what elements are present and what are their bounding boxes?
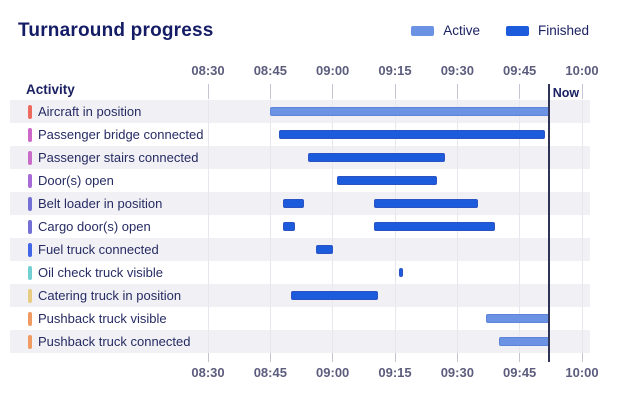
activity-row xyxy=(10,146,590,169)
axis-tick-label-top: 09:00 xyxy=(316,63,350,78)
axis-tick-top xyxy=(519,84,521,99)
activity-marker xyxy=(28,334,32,349)
axis-tick-label-top: 10:00 xyxy=(565,63,599,78)
activity-marker xyxy=(28,311,32,326)
gantt-bar[interactable] xyxy=(399,268,404,277)
activity-label: Passenger stairs connected xyxy=(38,150,199,165)
gantt-bar[interactable] xyxy=(336,176,437,185)
legend-item-finished[interactable]: Finished xyxy=(505,23,589,38)
gantt-bar[interactable] xyxy=(486,314,549,323)
axis-tick-label-bottom: 08:30 xyxy=(191,365,225,380)
gantt-bar[interactable] xyxy=(374,222,495,231)
axis-tick-top xyxy=(207,84,209,99)
legend-label: Active xyxy=(443,23,480,38)
activity-label: Pushback truck visible xyxy=(38,311,167,326)
gantt-bar[interactable] xyxy=(282,199,304,208)
activity-row xyxy=(10,261,590,284)
axis-tick-bottom xyxy=(394,353,396,362)
gridline xyxy=(269,100,271,353)
gridline xyxy=(519,100,521,353)
activity-label: Belt loader in position xyxy=(38,196,163,211)
activity-marker xyxy=(28,104,32,119)
axis-tick-bottom xyxy=(519,353,521,362)
gantt-bar[interactable] xyxy=(270,107,549,116)
axis-tick-bottom xyxy=(581,353,583,362)
gantt-bar[interactable] xyxy=(307,153,445,162)
axis-tick-bottom xyxy=(269,353,271,362)
legend-item-active[interactable]: Active xyxy=(411,23,480,38)
activity-row xyxy=(10,215,590,238)
activity-marker xyxy=(28,127,32,142)
axis-tick-label-bottom: 09:15 xyxy=(378,365,412,380)
axis-tick-label-top: 09:15 xyxy=(378,63,412,78)
axis-tick-label-bottom: 09:00 xyxy=(316,365,350,380)
gantt-bar[interactable] xyxy=(498,337,549,346)
activity-marker xyxy=(28,150,32,165)
page-title: Turnaround progress xyxy=(18,20,214,41)
axis-tick-top xyxy=(581,84,583,99)
finished-swatch-icon xyxy=(505,25,529,36)
axis-tick-top xyxy=(456,84,458,99)
axis-tick-bottom xyxy=(332,353,334,362)
activity-marker xyxy=(28,288,32,303)
gantt-bar[interactable] xyxy=(374,199,479,208)
gantt-bar[interactable] xyxy=(282,222,296,231)
activity-row xyxy=(10,169,590,192)
gridline xyxy=(207,100,209,353)
activity-column-header: Activity xyxy=(26,82,75,97)
axis-tick-label-bottom: 08:45 xyxy=(253,365,287,380)
axis-tick-top xyxy=(394,84,396,99)
activity-marker xyxy=(28,242,32,257)
axis-tick-label-bottom: 09:30 xyxy=(440,365,474,380)
activity-marker xyxy=(28,219,32,234)
axis-tick-label-top: 08:45 xyxy=(253,63,287,78)
activity-row xyxy=(10,307,590,330)
activity-label: Aircraft in position xyxy=(38,104,142,119)
activity-marker xyxy=(28,196,32,211)
axis-tick-label-bottom: 10:00 xyxy=(565,365,599,380)
axis-tick-label-top: 09:30 xyxy=(440,63,474,78)
gantt-bar[interactable] xyxy=(291,291,379,300)
active-swatch-icon xyxy=(411,25,435,36)
activity-label: Oil check truck visible xyxy=(38,265,163,280)
gridline xyxy=(332,100,334,353)
activity-row xyxy=(10,330,590,353)
axis-tick-top xyxy=(269,84,271,99)
activity-label: Cargo door(s) open xyxy=(38,219,151,234)
axis-tick-label-top: 09:45 xyxy=(503,63,537,78)
activity-label: Pushback truck connected xyxy=(38,334,191,349)
legend: Active Finished xyxy=(411,23,589,38)
axis-tick-bottom xyxy=(456,353,458,362)
activity-row xyxy=(10,238,590,261)
gantt-bar[interactable] xyxy=(278,130,545,139)
now-label: Now xyxy=(552,86,580,100)
axis-tick-bottom xyxy=(207,353,209,362)
gridline xyxy=(581,100,583,353)
axis-tick-label-bottom: 09:45 xyxy=(503,365,537,380)
axis-tick-top xyxy=(332,84,334,99)
activity-label: Passenger bridge connected xyxy=(38,127,204,142)
gantt-bar[interactable] xyxy=(316,245,333,254)
now-line xyxy=(547,84,550,362)
activity-label: Door(s) open xyxy=(38,173,114,188)
activity-marker xyxy=(28,173,32,188)
activity-label: Catering truck in position xyxy=(38,288,182,303)
axis-tick-label-top: 08:30 xyxy=(191,63,225,78)
activity-marker xyxy=(28,265,32,280)
legend-label: Finished xyxy=(537,23,589,38)
activity-label: Fuel truck connected xyxy=(38,242,159,257)
